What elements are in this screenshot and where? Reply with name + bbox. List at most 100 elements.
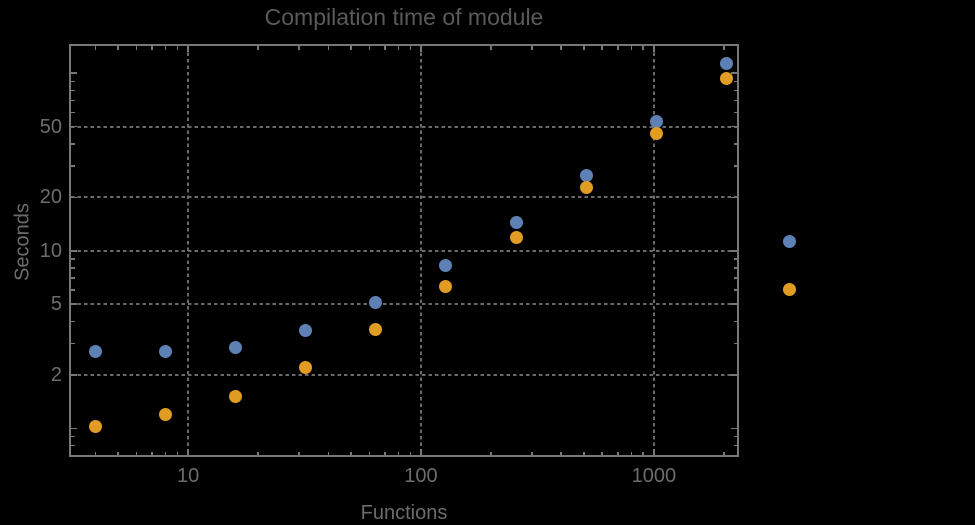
x-tick-50 [350, 451, 352, 455]
y-tick-5 [71, 303, 77, 306]
x-tick-700 [617, 451, 619, 455]
x-tick-6 [135, 451, 138, 455]
x-tick-4 [94, 451, 97, 455]
chart-title: Compilation time of module [264, 4, 544, 30]
y-tick-label-5: 5 [50, 293, 62, 316]
gridline-y-5 [71, 303, 737, 306]
x-tick-top-8 [164, 46, 167, 50]
y-tick-right-7 [733, 277, 737, 280]
x-tick-10 [187, 449, 189, 455]
x-tick-top-50 [350, 46, 352, 50]
y-tick-right-8 [733, 267, 737, 269]
x-tick-300 [531, 451, 533, 455]
x-tick-70 [384, 451, 386, 455]
y-tick-60 [71, 111, 75, 114]
x-tick-60 [368, 451, 371, 455]
gridline-x-100 [419, 46, 422, 455]
data-point-series-1-blue-x4 [88, 345, 102, 359]
x-tick-40 [327, 451, 330, 455]
x-tick-500 [582, 451, 585, 455]
x-tick-200 [490, 451, 492, 455]
x-tick-9 [176, 451, 179, 455]
y-tick-right-3 [733, 342, 737, 345]
data-point-series-2-orange-x128 [439, 280, 453, 294]
y-tick-right-10 [731, 249, 737, 252]
y-tick-0.9 [71, 435, 75, 438]
y-tick-right-50 [731, 125, 737, 128]
x-tick-5 [117, 451, 119, 455]
x-tick-label-100: 100 [404, 465, 438, 487]
gridline-y-20 [71, 196, 737, 199]
data-point-series-1-blue-x256 [509, 216, 523, 230]
x-tick-top-60 [368, 46, 371, 50]
x-tick-label-1000: 1000 [631, 465, 677, 487]
legend-marker-series-2-orange [782, 282, 796, 296]
y-tick-20 [71, 196, 77, 199]
x-tick-top-500 [582, 46, 585, 50]
data-point-series-2-orange-x64 [369, 323, 383, 337]
y-tick-0.8 [71, 444, 75, 447]
x-tick-top-600 [601, 46, 603, 50]
gridline-y-10 [71, 249, 737, 252]
x-tick-top-30 [298, 46, 301, 50]
y-tick-right-0.8 [733, 444, 737, 447]
y-tick-7 [71, 277, 75, 280]
y-tick-30 [71, 165, 75, 167]
x-tick-top-90 [409, 46, 412, 50]
data-point-series-2-orange-x4 [88, 420, 102, 434]
x-tick-80 [397, 451, 400, 455]
y-tick-100 [71, 72, 77, 74]
y-tick-label-20: 20 [39, 186, 62, 209]
x-tick-20 [257, 451, 259, 455]
data-point-series-2-orange-x32 [299, 361, 313, 375]
data-point-series-2-orange-x16 [229, 389, 243, 403]
x-tick-30 [298, 451, 301, 455]
x-tick-top-200 [490, 46, 492, 50]
y-tick-10 [71, 249, 77, 252]
x-tick-top-300 [531, 46, 533, 50]
y-tick-80 [71, 89, 75, 92]
y-tick-right-4 [733, 320, 737, 323]
y-tick-right-9 [733, 258, 737, 260]
y-tick-right-2 [731, 374, 737, 376]
legend-marker-series-1-blue [782, 234, 796, 248]
data-point-series-2-orange-x256 [509, 230, 523, 244]
x-tick-top-1000 [653, 46, 655, 52]
x-tick-800 [630, 451, 633, 455]
y-tick-70 [71, 99, 75, 102]
y-tick-right-60 [733, 111, 737, 114]
gridline-y-2 [71, 373, 737, 376]
x-tick-top-10 [187, 46, 189, 52]
x-tick-1000 [653, 449, 655, 455]
data-point-series-1-blue-x32 [299, 324, 313, 338]
x-tick-top-100 [420, 46, 422, 52]
y-tick-0.7 [71, 455, 75, 457]
x-tick-top-9 [176, 46, 179, 50]
y-tick-90 [71, 80, 75, 83]
data-point-series-2-orange-x8 [159, 407, 173, 421]
x-tick-label-10: 10 [176, 465, 200, 487]
data-point-series-1-blue-x16 [229, 341, 243, 355]
x-tick-600 [601, 451, 603, 455]
x-tick-top-900 [642, 46, 645, 50]
y-tick-right-90 [733, 80, 737, 83]
x-tick-400 [560, 451, 562, 455]
data-point-series-2-orange-x512 [579, 181, 593, 195]
y-tick-label-2: 2 [50, 363, 62, 386]
y-tick-8 [71, 267, 75, 269]
y-tick-40 [71, 143, 75, 145]
x-tick-7 [151, 451, 153, 455]
x-tick-top-700 [617, 46, 619, 50]
x-tick-top-70 [384, 46, 386, 50]
x-tick-top-80 [397, 46, 400, 50]
data-point-series-1-blue-x512 [579, 169, 593, 183]
y-tick-right-5 [731, 303, 737, 306]
data-point-series-1-blue-x64 [369, 296, 383, 310]
data-point-series-1-blue-x128 [439, 259, 453, 273]
y-tick-4 [71, 320, 75, 323]
y-tick-right-30 [733, 165, 737, 167]
x-tick-top-800 [630, 46, 633, 50]
x-tick-top-6 [135, 46, 138, 50]
data-point-series-1-blue-x1024 [649, 115, 663, 129]
y-tick-right-80 [733, 89, 737, 92]
